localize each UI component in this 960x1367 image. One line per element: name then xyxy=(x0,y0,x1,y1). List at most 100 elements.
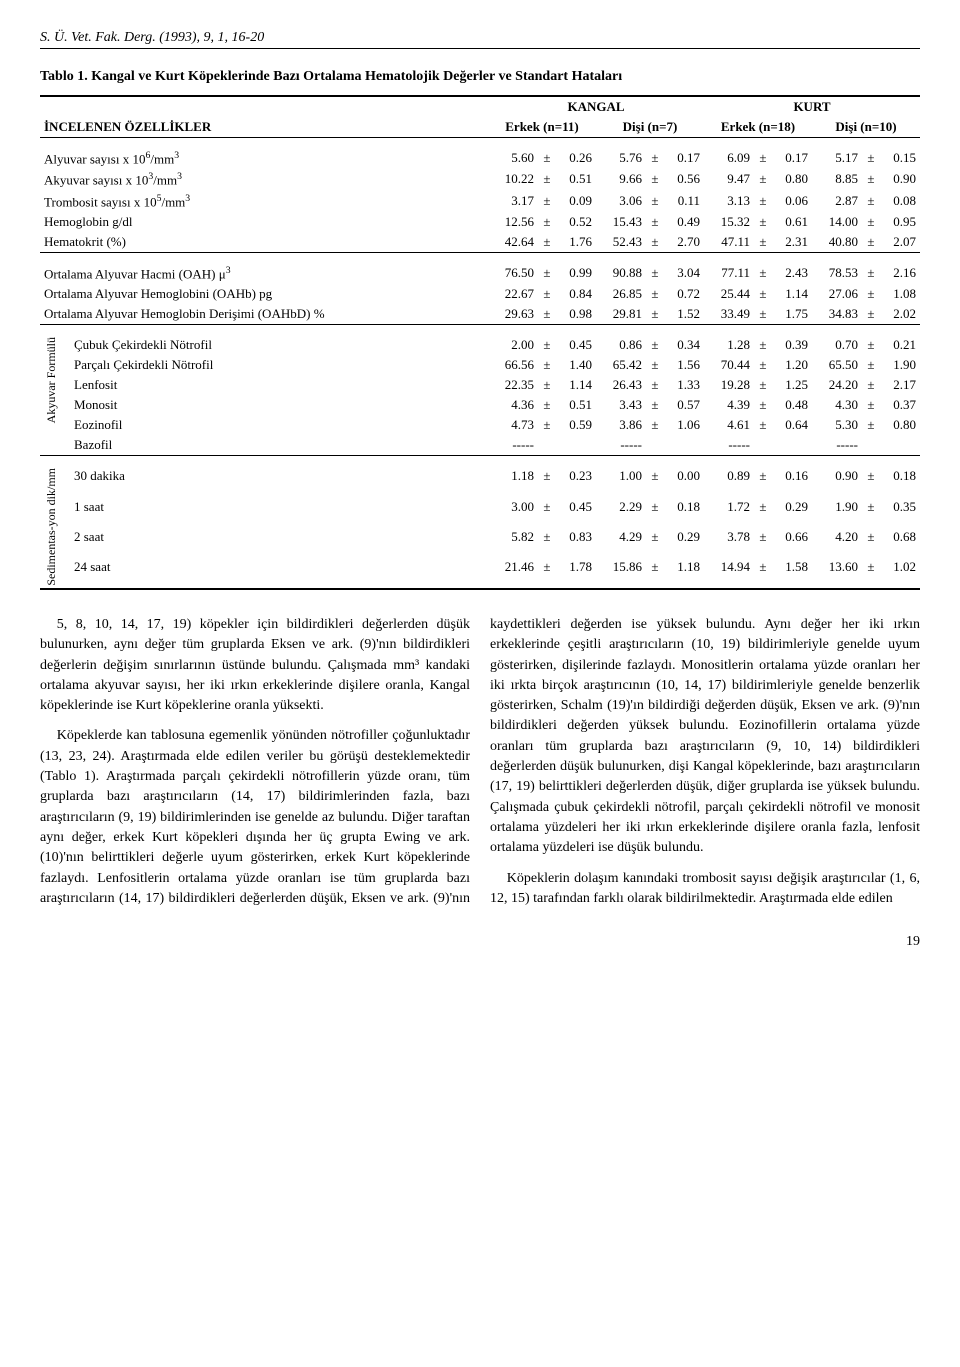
cell-se: 2.16 xyxy=(880,263,920,284)
col-properties: İNCELENEN ÖZELLİKLER xyxy=(40,117,488,138)
plus-minus: ± xyxy=(646,415,664,435)
row-label: Ortalama Alyuvar Hemoglobin Derişimi (OA… xyxy=(40,304,488,325)
plus-minus: ± xyxy=(862,375,880,395)
cell-se: 1.75 xyxy=(772,304,812,325)
cell-se: 0.95 xyxy=(880,212,920,232)
cell-mean: 65.50 xyxy=(812,355,862,375)
cell-se: 0.37 xyxy=(880,395,920,415)
plus-minus: ± xyxy=(862,415,880,435)
cell-mean: 15.86 xyxy=(596,557,646,589)
col-kurt-erkek: Erkek (n=18) xyxy=(704,117,812,138)
cell-mean: 0.86 xyxy=(596,335,646,355)
cell-mean: 24.20 xyxy=(812,375,862,395)
cell-mean: 15.43 xyxy=(596,212,646,232)
plus-minus: ± xyxy=(862,284,880,304)
plus-minus: ± xyxy=(862,527,880,557)
plus-minus: ± xyxy=(862,466,880,496)
plus-minus: ± xyxy=(754,212,772,232)
cell-se: 0.68 xyxy=(880,527,920,557)
cell-se: 0.61 xyxy=(772,212,812,232)
cell-mean: 77.11 xyxy=(704,263,754,284)
cell-mean: 1.90 xyxy=(812,497,862,527)
plus-minus: ± xyxy=(646,557,664,589)
plus-minus: ± xyxy=(754,304,772,325)
cell-se: 0.90 xyxy=(880,169,920,190)
cell-mean: 5.76 xyxy=(596,148,646,169)
cell-mean: 0.70 xyxy=(812,335,862,355)
plus-minus: ± xyxy=(538,232,556,253)
cell-mean: 3.43 xyxy=(596,395,646,415)
cell-mean: 3.86 xyxy=(596,415,646,435)
cell-mean: 4.29 xyxy=(596,527,646,557)
cell-se: 0.51 xyxy=(556,395,596,415)
cell-mean: 5.60 xyxy=(488,148,538,169)
cell-mean: 4.30 xyxy=(812,395,862,415)
plus-minus: ± xyxy=(538,355,556,375)
cell-mean: 29.63 xyxy=(488,304,538,325)
cell-se: 1.02 xyxy=(880,557,920,589)
cell-mean: 26.85 xyxy=(596,284,646,304)
cell-se: 1.78 xyxy=(556,557,596,589)
row-label: Bazofil xyxy=(70,435,488,456)
cell-se: 0.00 xyxy=(664,466,704,496)
plus-minus: ± xyxy=(538,148,556,169)
plus-minus: ± xyxy=(862,169,880,190)
plus-minus: ± xyxy=(862,395,880,415)
row-label: 1 saat xyxy=(70,497,488,527)
cell-se: 0.59 xyxy=(556,415,596,435)
cell-se: 0.34 xyxy=(664,335,704,355)
cell-mean: 3.78 xyxy=(704,527,754,557)
cell-se: 1.20 xyxy=(772,355,812,375)
cell-mean: 66.56 xyxy=(488,355,538,375)
row-label: Ortalama Alyuvar Hacmi (OAH) μ3 xyxy=(40,263,488,284)
plus-minus: ± xyxy=(754,466,772,496)
cell-se: 0.23 xyxy=(556,466,596,496)
plus-minus: ± xyxy=(646,497,664,527)
plus-minus: ± xyxy=(754,232,772,253)
plus-minus: ± xyxy=(646,395,664,415)
cell-mean: 33.49 xyxy=(704,304,754,325)
cell-mean: 34.83 xyxy=(812,304,862,325)
cell-mean: 5.82 xyxy=(488,527,538,557)
cell-se: 0.35 xyxy=(880,497,920,527)
cell-mean: 10.22 xyxy=(488,169,538,190)
cell-mean: 1.18 xyxy=(488,466,538,496)
row-label: 30 dakika xyxy=(70,466,488,496)
plus-minus: ± xyxy=(646,191,664,212)
cell-se: 0.45 xyxy=(556,335,596,355)
cell-mean: 2.29 xyxy=(596,497,646,527)
cell-mean: 9.66 xyxy=(596,169,646,190)
cell-se: 0.11 xyxy=(664,191,704,212)
cell-mean: 25.44 xyxy=(704,284,754,304)
cell-se: 0.17 xyxy=(664,148,704,169)
cell-se: 1.76 xyxy=(556,232,596,253)
plus-minus: ± xyxy=(646,212,664,232)
cell-mean: 15.32 xyxy=(704,212,754,232)
cell-se: 0.98 xyxy=(556,304,596,325)
group-kurt: KURT xyxy=(704,96,920,117)
cell-mean: 22.35 xyxy=(488,375,538,395)
plus-minus: ± xyxy=(538,527,556,557)
cell-mean: 4.73 xyxy=(488,415,538,435)
plus-minus: ± xyxy=(538,263,556,284)
plus-minus: ± xyxy=(538,284,556,304)
plus-minus: ± xyxy=(754,395,772,415)
col-kurt-disi: Dişi (n=10) xyxy=(812,117,920,138)
cell-mean: 90.88 xyxy=(596,263,646,284)
cell-mean: 29.81 xyxy=(596,304,646,325)
plus-minus: ± xyxy=(538,466,556,496)
cell-value: ----- xyxy=(596,435,646,456)
plus-minus: ± xyxy=(646,263,664,284)
group-kangal: KANGAL xyxy=(488,96,704,117)
cell-se: 0.17 xyxy=(772,148,812,169)
cell-mean: 6.09 xyxy=(704,148,754,169)
plus-minus: ± xyxy=(754,284,772,304)
cell-mean: 13.60 xyxy=(812,557,862,589)
cell-mean: 12.56 xyxy=(488,212,538,232)
cell-se: 0.64 xyxy=(772,415,812,435)
cell-mean: 47.11 xyxy=(704,232,754,253)
plus-minus: ± xyxy=(646,284,664,304)
cell-se: 1.08 xyxy=(880,284,920,304)
cell-se: 2.02 xyxy=(880,304,920,325)
plus-minus: ± xyxy=(862,263,880,284)
